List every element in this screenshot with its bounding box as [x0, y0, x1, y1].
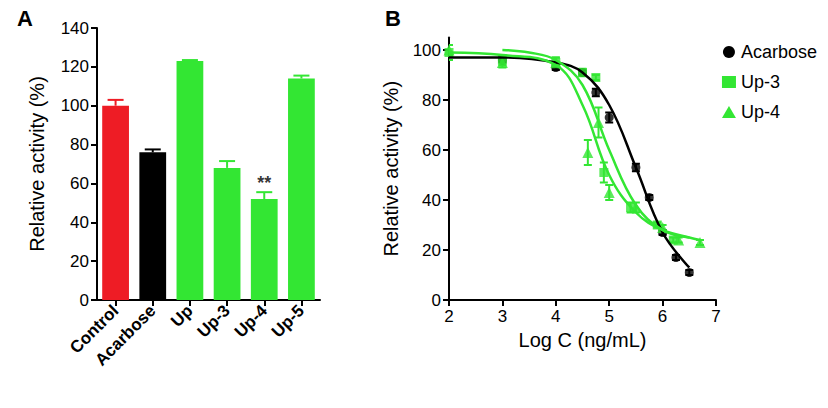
svg-text:2: 2 — [444, 307, 453, 326]
svg-text:Up-5: Up-5 — [268, 301, 308, 341]
svg-text:60: 60 — [70, 174, 89, 193]
svg-text:120: 120 — [61, 57, 89, 76]
svg-text:6: 6 — [658, 307, 667, 326]
svg-text:140: 140 — [61, 19, 89, 38]
svg-text:4: 4 — [551, 307, 560, 326]
svg-text:**: ** — [257, 173, 271, 193]
svg-text:Acarbose: Acarbose — [741, 42, 817, 62]
svg-text:40: 40 — [70, 213, 89, 232]
svg-text:7: 7 — [711, 307, 720, 326]
svg-text:20: 20 — [422, 241, 441, 260]
svg-text:40: 40 — [422, 191, 441, 210]
svg-text:Relative activity (%): Relative activity (%) — [26, 76, 48, 252]
svg-text:Control: Control — [66, 301, 123, 358]
svg-text:A: A — [17, 6, 33, 31]
svg-text:0: 0 — [80, 291, 89, 310]
svg-text:Up-3: Up-3 — [741, 72, 780, 92]
svg-text:Acarbose: Acarbose — [91, 301, 159, 369]
svg-text:80: 80 — [70, 135, 89, 154]
svg-text:5: 5 — [604, 307, 613, 326]
svg-text:60: 60 — [422, 141, 441, 160]
svg-text:3: 3 — [498, 307, 507, 326]
svg-text:Up-3: Up-3 — [194, 301, 234, 341]
svg-text:Log C (ng/mL): Log C (ng/mL) — [519, 329, 647, 351]
svg-text:Up-4: Up-4 — [231, 301, 272, 342]
svg-text:Relative activity (%): Relative activity (%) — [380, 81, 402, 257]
svg-text:100: 100 — [61, 96, 89, 115]
svg-text:20: 20 — [70, 252, 89, 271]
svg-text:Up: Up — [167, 301, 196, 330]
svg-text:B: B — [385, 6, 401, 31]
svg-text:Up-4: Up-4 — [741, 102, 780, 122]
svg-text:80: 80 — [422, 91, 441, 110]
svg-text:100: 100 — [413, 41, 441, 60]
svg-text:0: 0 — [432, 291, 441, 310]
